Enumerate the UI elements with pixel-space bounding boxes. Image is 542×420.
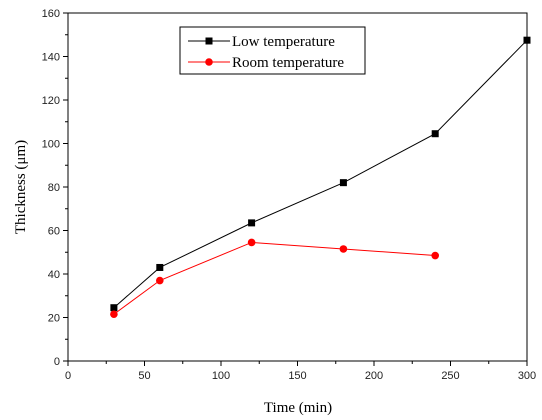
legend-label: Room temperature — [232, 55, 344, 71]
data-point — [110, 304, 118, 312]
data-point — [523, 36, 531, 44]
y-tick-label: 120 — [42, 95, 60, 107]
x-tick-label: 50 — [138, 370, 150, 382]
data-point — [339, 179, 347, 187]
data-point — [110, 310, 118, 319]
data-point — [339, 245, 348, 253]
data-point — [248, 219, 256, 227]
legend-entry: Room temperature — [188, 55, 344, 71]
y-tick-label: 100 — [42, 139, 60, 151]
x-tick-label: 300 — [518, 370, 536, 382]
series-low-temperature — [110, 36, 531, 312]
legend-marker — [205, 58, 213, 66]
axis-ticks: 0 50 100 150 200 250 300 0 20 40 60 80 100 120 140 160 — [42, 8, 537, 382]
y-tick-label: 140 — [42, 52, 60, 64]
legend-box — [179, 26, 366, 75]
data-point — [156, 263, 164, 271]
y-tick-label: 60 — [48, 226, 60, 238]
x-tick-label: 0 — [65, 370, 71, 382]
y-tick-label: 40 — [48, 269, 60, 281]
legend-entry: Low temperature — [188, 34, 335, 50]
y-tick-label: 20 — [48, 313, 60, 325]
y-tick-label: 160 — [42, 8, 60, 20]
y-tick-label: 80 — [48, 182, 60, 194]
legend-marker — [205, 37, 213, 45]
x-tick-label: 200 — [365, 370, 383, 382]
data-point — [431, 251, 440, 260]
series-line — [113, 39, 528, 309]
x-tick-label: 100 — [212, 370, 230, 382]
y-axis-label: Thickness (μm) — [13, 140, 29, 234]
legend-label: Low temperature — [232, 34, 335, 50]
data-point — [247, 238, 256, 247]
x-tick-label: 250 — [441, 370, 459, 382]
series-layer — [110, 36, 531, 319]
x-axis-label: Time (min) — [264, 400, 332, 416]
x-tick-label: 150 — [288, 370, 306, 382]
y-tick-label: 0 — [54, 356, 60, 368]
series-room-temperature — [110, 238, 440, 319]
data-point — [156, 276, 164, 285]
legend: Low temperature Room temperature — [179, 26, 366, 75]
data-point — [431, 130, 439, 138]
